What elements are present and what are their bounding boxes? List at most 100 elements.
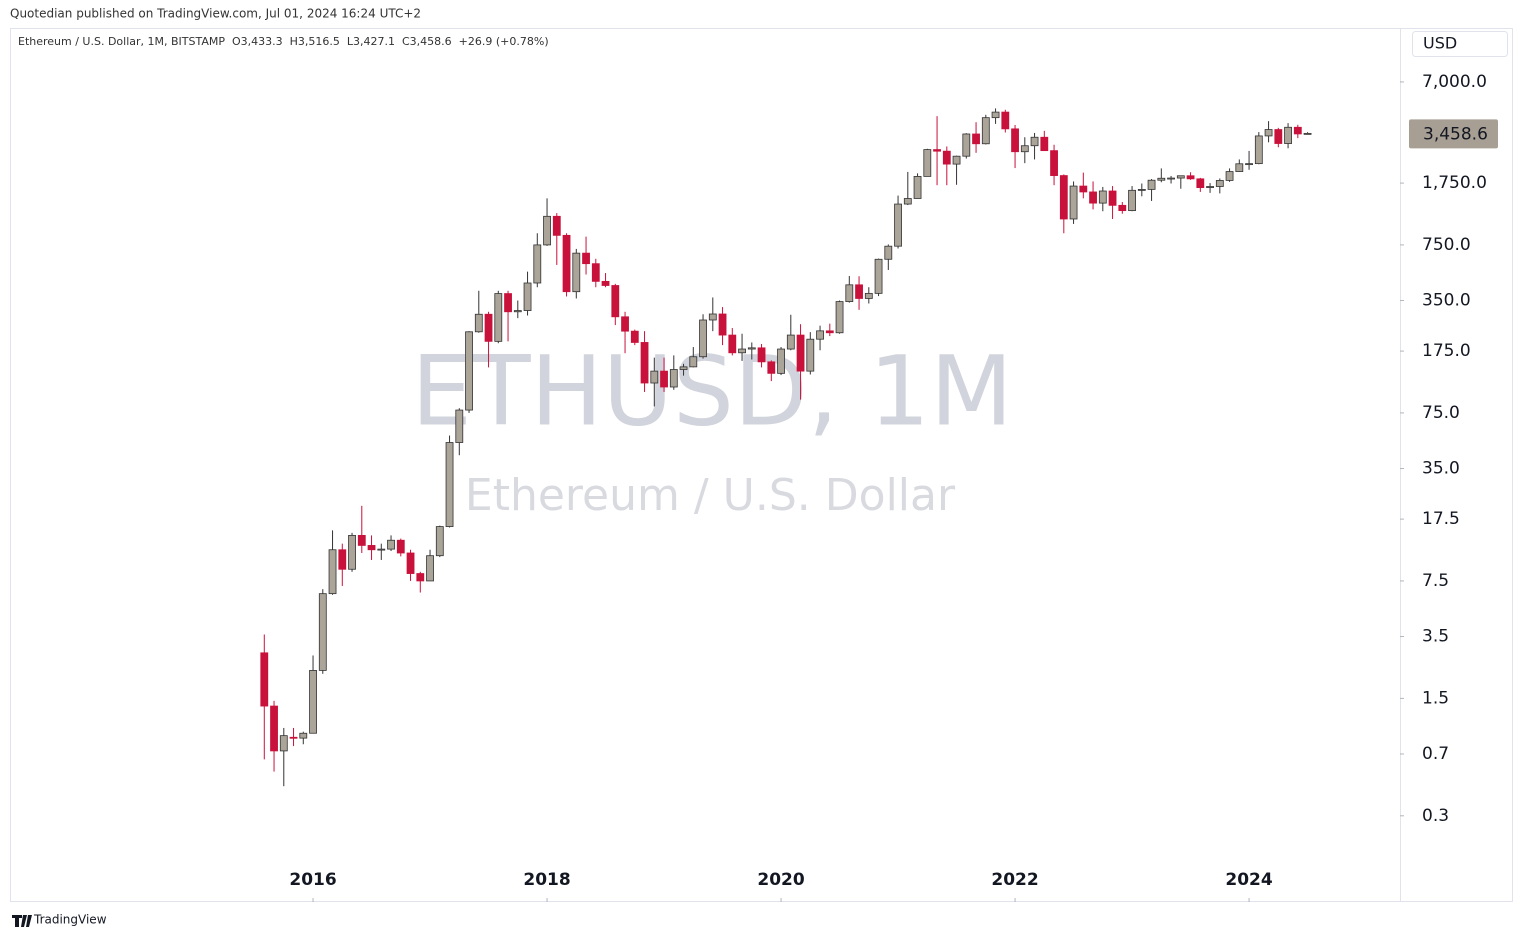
candle-body [962, 133, 971, 157]
candle-body [835, 301, 844, 334]
candle-body [1137, 189, 1146, 191]
candle-body [718, 313, 727, 336]
candle-body [1147, 179, 1156, 190]
candle-body [1050, 150, 1058, 176]
candle-body [1011, 128, 1019, 153]
candle-body [1167, 177, 1175, 180]
chart-frame [10, 28, 1513, 902]
candle-body [708, 313, 717, 321]
candle-body [1186, 175, 1195, 180]
candle-body [894, 203, 902, 247]
candle-body [679, 366, 688, 370]
price-tick-label: 75.0 [1422, 403, 1460, 423]
candle-body [1098, 190, 1107, 204]
candle-body [660, 370, 668, 388]
candle-body [855, 284, 863, 299]
candle-body [279, 735, 288, 752]
last-price-label: 3,458.6 [1423, 124, 1488, 144]
candle-body [455, 409, 464, 443]
candle-body [786, 334, 795, 350]
candle-body [582, 252, 590, 265]
candle-body [1196, 178, 1205, 189]
currency-button[interactable] [1412, 31, 1508, 57]
candle-body [387, 539, 395, 550]
candle-body [816, 330, 824, 340]
candle-body [1059, 175, 1068, 220]
candle-body [884, 245, 893, 260]
candle-body [533, 244, 542, 284]
price-tick-label: 175.0 [1422, 341, 1471, 361]
candle-body [1225, 171, 1234, 181]
candle-body [1069, 185, 1078, 220]
price-tick-label: 3.5 [1422, 627, 1449, 647]
candle-body [504, 293, 512, 313]
candle-body [1284, 126, 1292, 144]
candle-body [328, 549, 337, 595]
candle-body [348, 534, 356, 570]
time-tick-label: 2016 [289, 870, 336, 890]
candle-body [1274, 129, 1283, 144]
candle-body [562, 234, 571, 293]
candle-body [1001, 111, 1010, 130]
candle-body [767, 361, 776, 374]
candle-body [1176, 175, 1185, 179]
price-tick-label: 750.0 [1422, 235, 1471, 255]
candle-body [465, 331, 473, 411]
candle-body [426, 555, 434, 582]
candle-body [309, 670, 317, 734]
candle-body [494, 293, 503, 342]
candle-body [933, 149, 941, 152]
candle-body [299, 732, 308, 739]
candle-body [972, 133, 980, 145]
price-tick-label: 350.0 [1422, 291, 1471, 311]
candle-body [689, 356, 698, 368]
candle-body [1040, 136, 1049, 152]
candle-body [913, 176, 922, 199]
candle-body [1030, 136, 1039, 147]
publisher-line: Quotedian published on TradingView.com, … [10, 7, 421, 21]
candle-body [357, 534, 366, 546]
candle-body [572, 252, 581, 293]
candle-body [552, 215, 561, 236]
candle-body [591, 263, 600, 282]
price-tick-label: 7.5 [1422, 571, 1449, 591]
candle-body [874, 258, 883, 294]
price-tick-label: 1.5 [1422, 688, 1449, 708]
candle-body [650, 370, 659, 384]
candle-body [367, 545, 376, 551]
candle-body [338, 549, 347, 570]
price-tick-label: 1,750.0 [1422, 173, 1487, 193]
candle-body [1293, 126, 1302, 135]
currency-label[interactable]: USD [1423, 34, 1457, 53]
price-tick-label: 17.5 [1422, 509, 1460, 529]
candle-body [377, 548, 386, 551]
candle-body [523, 282, 532, 311]
candle-body [1079, 185, 1088, 193]
candle-body [699, 319, 707, 358]
candle-body [1128, 189, 1136, 212]
candle-body [396, 539, 405, 554]
candle-body [981, 117, 990, 145]
candle-body [825, 330, 834, 334]
candle-body [318, 593, 327, 671]
candle-body [796, 334, 805, 372]
candle-body [445, 442, 454, 527]
candle-body [1215, 180, 1224, 187]
candle-body [864, 292, 873, 299]
candle-body [406, 552, 415, 574]
time-tick-label: 2024 [1225, 870, 1272, 890]
candle-body [903, 198, 912, 205]
candle-body [474, 313, 483, 333]
candle-body [738, 348, 746, 354]
watermark-subtitle: Ethereum / U.S. Dollar [465, 470, 956, 521]
candle-body [513, 310, 522, 313]
candle-body [1108, 190, 1117, 206]
candle-body [1206, 186, 1214, 189]
candle-body [1089, 191, 1097, 204]
candle-body [640, 342, 649, 384]
candle-body [747, 347, 756, 350]
last-price-box [1409, 119, 1498, 149]
time-tick-label: 2018 [523, 870, 570, 890]
brand-logo [12, 915, 32, 927]
candle-body [991, 111, 1000, 119]
